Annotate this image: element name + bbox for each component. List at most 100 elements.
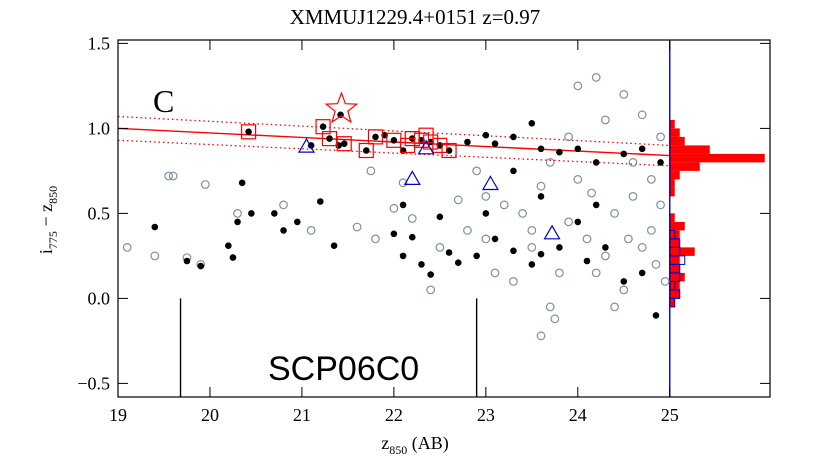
y-axis-label: i775 − z850: [36, 186, 60, 254]
galaxy-point: [436, 213, 444, 221]
galaxy-point: [399, 201, 407, 209]
x-tick-label: 21: [293, 405, 311, 425]
galaxy-point-open: [600, 251, 610, 261]
galaxy-point-open: [352, 222, 362, 232]
galaxy-point-open: [435, 242, 445, 252]
member-triangle: [481, 175, 499, 191]
galaxy-point-open: [518, 208, 528, 218]
galaxy-point-open: [463, 225, 472, 235]
galaxy-point-open: [656, 132, 665, 142]
galaxy-point: [556, 148, 563, 156]
galaxy-point-open: [646, 174, 656, 184]
galaxy-point-open: [168, 171, 178, 181]
galaxy-point-open: [656, 200, 665, 210]
chart-title: XMMUJ1229.4+0151 z=0.97: [290, 5, 541, 29]
galaxy-point-open: [637, 110, 647, 120]
member-triangle: [417, 139, 435, 155]
galaxy-point-open: [527, 225, 537, 235]
galaxy-point-open: [536, 331, 546, 341]
galaxy-point: [197, 262, 205, 270]
galaxy-point: [482, 210, 490, 217]
x-tick-label: 23: [477, 405, 495, 425]
galaxy-point-open: [426, 285, 436, 295]
galaxy-point-open: [600, 115, 610, 125]
galaxy-point: [491, 235, 499, 243]
galaxy-point-open: [536, 181, 546, 191]
galaxy-point-open: [637, 242, 647, 252]
x-tick-label: 22: [385, 405, 403, 425]
galaxy-point-open: [591, 268, 601, 278]
histogram-bar: [669, 289, 680, 299]
galaxy-point: [592, 201, 600, 209]
galaxy-point-open: [564, 132, 574, 142]
galaxy-point: [491, 140, 499, 147]
galaxy-point: [418, 261, 425, 268]
galaxy-point: [528, 261, 536, 268]
galaxy-point: [620, 150, 628, 158]
galaxy-point: [454, 259, 462, 267]
plot-frame: [117, 39, 771, 398]
member-square: [441, 142, 457, 159]
x-label-sub: 850: [389, 443, 407, 457]
x-tick-label: 20: [201, 405, 219, 425]
cluster-name: SCP06C0: [268, 350, 419, 388]
galaxy-point: [638, 269, 646, 277]
member-triangle: [403, 170, 421, 185]
galaxy-point-open: [555, 268, 564, 278]
x-label-suffix: (AB): [407, 433, 449, 454]
galaxy-point: [372, 133, 379, 141]
histogram-bar: [669, 128, 680, 137]
x-tick-label: 25: [661, 405, 679, 425]
y-label-text1: i: [36, 249, 56, 254]
galaxy-point-open: [509, 277, 518, 286]
galaxy-point: [583, 257, 591, 265]
galaxy-point: [245, 128, 252, 136]
galaxy-point: [510, 247, 517, 255]
galaxy-point: [225, 242, 232, 249]
galaxy-point: [537, 145, 545, 153]
histogram-bar: [669, 272, 685, 282]
galaxy-point-open: [279, 200, 288, 210]
galaxy-point: [592, 159, 600, 166]
galaxy-point-open: [564, 217, 574, 227]
galaxy-point: [319, 123, 327, 130]
galaxy-point: [248, 210, 255, 217]
histogram-bar: [669, 170, 680, 180]
galaxy-point-open: [407, 214, 417, 223]
galaxy-point-open: [490, 268, 500, 278]
galaxy-point-open: [389, 203, 399, 213]
y-label-sub1: 775: [46, 231, 60, 249]
galaxy-point-open: [366, 166, 376, 176]
galaxy-point: [183, 257, 191, 265]
galaxy-point-open: [150, 251, 160, 261]
member-square: [240, 124, 257, 140]
galaxy-point: [638, 145, 646, 153]
histogram-bar: [669, 298, 675, 307]
histogram-bar: [669, 162, 700, 171]
x-tick-label: 19: [109, 405, 127, 425]
galaxy-point: [390, 230, 398, 238]
galaxy-point-open: [398, 178, 408, 188]
galaxy-point-open: [591, 72, 601, 82]
galaxy-point-open: [610, 208, 619, 218]
member-square: [321, 131, 338, 147]
galaxy-point: [620, 278, 628, 285]
member-square: [367, 129, 384, 145]
galaxy-point: [427, 271, 434, 278]
histogram-bar: [669, 119, 675, 129]
galaxy-point: [528, 120, 536, 127]
histogram-bar: [669, 238, 680, 248]
galaxy-point: [408, 233, 416, 241]
galaxy-point: [238, 179, 246, 187]
histogram-bar: [669, 145, 710, 154]
member-square: [336, 136, 352, 152]
galaxy-point: [602, 244, 609, 251]
galaxy-point: [482, 131, 490, 139]
galaxy-point: [362, 147, 370, 154]
galaxy-point: [294, 218, 301, 226]
histogram-bar: [669, 255, 680, 265]
galaxy-point: [271, 210, 278, 217]
galaxy-point: [445, 249, 453, 256]
histogram-bar: [669, 187, 675, 197]
galaxy-point: [234, 218, 241, 226]
